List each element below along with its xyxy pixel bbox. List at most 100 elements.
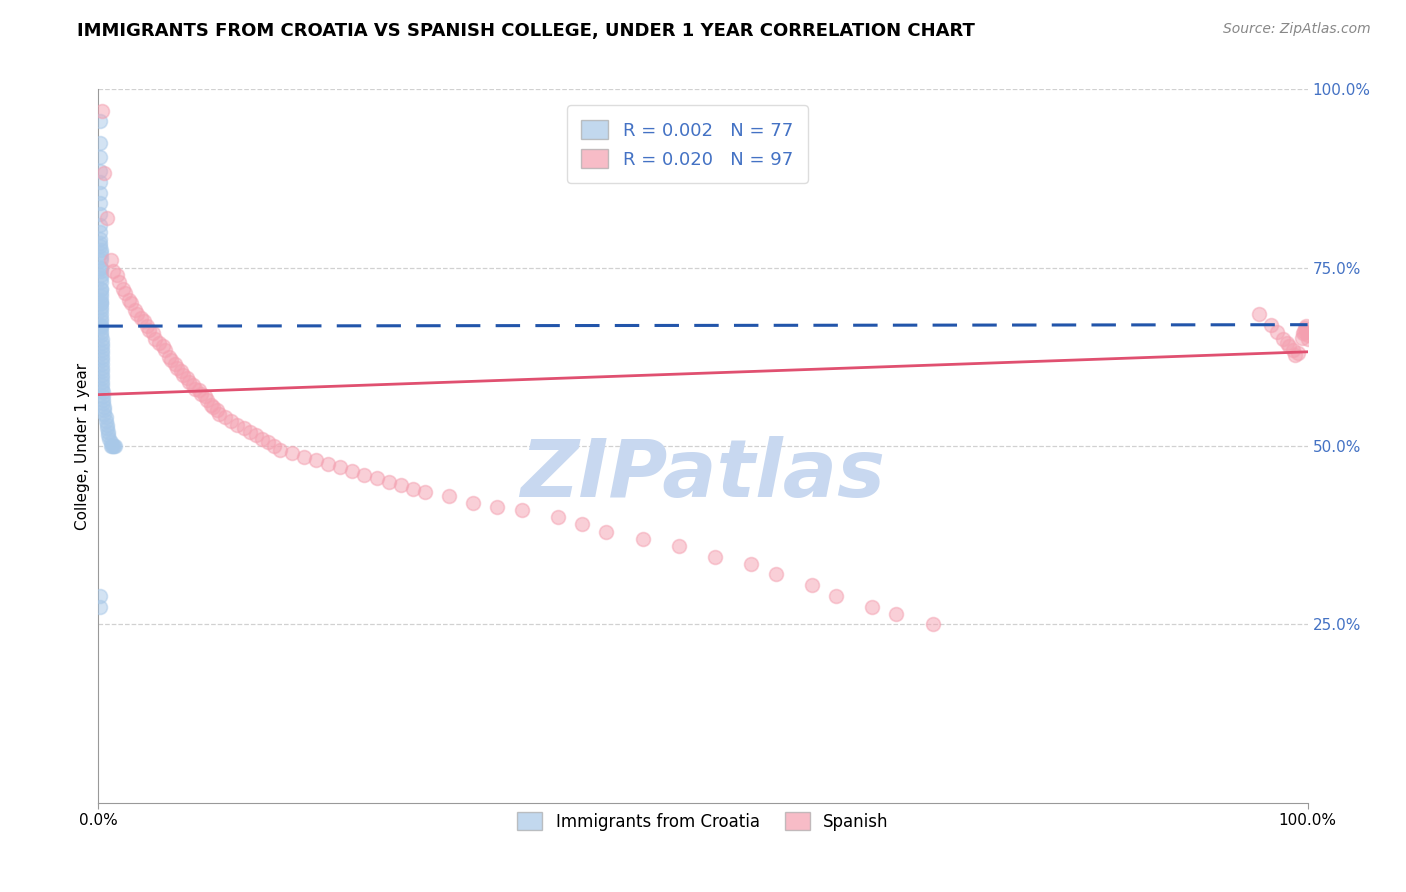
Point: [256, 435, 278, 450]
Point: [1296, 328, 1319, 343]
Point: [704, 549, 727, 564]
Point: [463, 496, 485, 510]
Point: [90, 285, 112, 300]
Point: [160, 353, 183, 368]
Point: [91, 385, 114, 400]
Point: [120, 296, 142, 310]
Point: [89, 175, 111, 189]
Point: [921, 617, 943, 632]
Point: [127, 307, 149, 321]
Point: [342, 464, 364, 478]
Point: [91, 343, 114, 357]
Point: [93, 407, 115, 421]
Point: [1267, 325, 1289, 339]
Point: [90, 253, 112, 268]
Point: [153, 343, 176, 357]
Point: [90, 325, 112, 339]
Point: [100, 439, 122, 453]
Point: [104, 439, 127, 453]
Point: [135, 319, 157, 334]
Point: [214, 410, 236, 425]
Point: [1249, 307, 1271, 321]
Point: [138, 323, 160, 337]
Point: [96, 421, 118, 435]
Point: [90, 303, 112, 318]
Point: [108, 275, 131, 289]
Point: [179, 375, 201, 389]
Point: [91, 371, 114, 385]
Point: [353, 467, 375, 482]
Point: [263, 439, 285, 453]
Legend: Immigrants from Croatia, Spanish: Immigrants from Croatia, Spanish: [510, 805, 896, 838]
Point: [90, 289, 112, 303]
Point: [118, 293, 141, 307]
Point: [89, 136, 111, 150]
Point: [101, 264, 124, 278]
Point: [89, 225, 111, 239]
Point: [194, 389, 217, 403]
Point: [181, 378, 204, 392]
Point: [89, 207, 111, 221]
Point: [91, 364, 114, 378]
Point: [184, 382, 207, 396]
Point: [100, 253, 122, 268]
Point: [1284, 348, 1306, 362]
Point: [166, 360, 188, 375]
Point: [91, 339, 114, 353]
Point: [90, 300, 112, 314]
Point: [100, 439, 122, 453]
Point: [89, 186, 111, 200]
Point: [100, 435, 122, 450]
Point: [245, 428, 267, 442]
Point: [124, 303, 146, 318]
Point: [90, 264, 112, 278]
Point: [187, 384, 209, 398]
Point: [90, 246, 112, 260]
Point: [93, 403, 115, 417]
Point: [90, 321, 112, 335]
Point: [105, 268, 128, 282]
Point: [200, 398, 222, 412]
Point: [595, 524, 617, 539]
Point: [94, 414, 117, 428]
Point: [860, 599, 883, 614]
Point: [91, 396, 114, 410]
Point: [250, 432, 273, 446]
Point: [89, 196, 111, 211]
Point: [90, 243, 112, 257]
Point: [90, 319, 112, 334]
Point: [205, 403, 228, 417]
Point: [208, 407, 231, 421]
Point: [232, 421, 254, 435]
Text: Source: ZipAtlas.com: Source: ZipAtlas.com: [1223, 22, 1371, 37]
Point: [89, 589, 111, 603]
Point: [668, 539, 690, 553]
Point: [91, 332, 114, 346]
Point: [89, 599, 111, 614]
Point: [886, 607, 908, 621]
Point: [93, 166, 115, 180]
Point: [89, 164, 111, 178]
Point: [91, 392, 114, 407]
Point: [91, 378, 114, 392]
Point: [91, 389, 114, 403]
Point: [90, 307, 112, 321]
Point: [765, 567, 787, 582]
Point: [148, 335, 170, 350]
Point: [239, 425, 262, 439]
Point: [89, 232, 111, 246]
Point: [402, 482, 425, 496]
Point: [91, 357, 114, 371]
Point: [142, 326, 165, 341]
Point: [91, 382, 114, 396]
Point: [1260, 318, 1282, 332]
Point: [305, 453, 328, 467]
Point: [111, 282, 134, 296]
Point: [96, 211, 118, 225]
Point: [1292, 326, 1315, 341]
Point: [1295, 325, 1317, 339]
Point: [90, 250, 112, 264]
Point: [195, 392, 218, 407]
Point: [571, 517, 593, 532]
Point: [1294, 321, 1316, 335]
